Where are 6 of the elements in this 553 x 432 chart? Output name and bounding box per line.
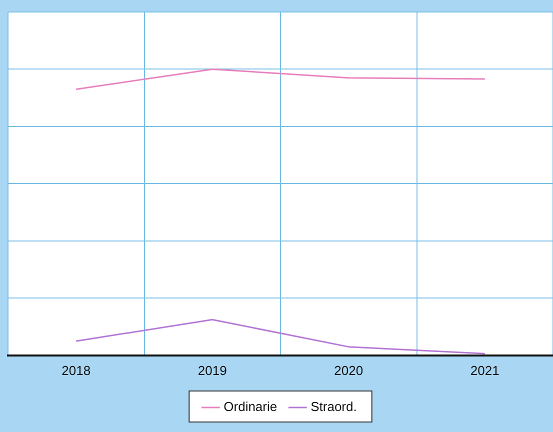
legend-label: Ordinarie	[224, 399, 278, 414]
x-tick-label: 2018	[62, 362, 91, 378]
x-tick-label: 2019	[198, 362, 227, 378]
x-tick-label: 2020	[334, 362, 364, 378]
x-tick-label: 2021	[470, 362, 500, 378]
legend-label: Straord.	[310, 399, 357, 414]
